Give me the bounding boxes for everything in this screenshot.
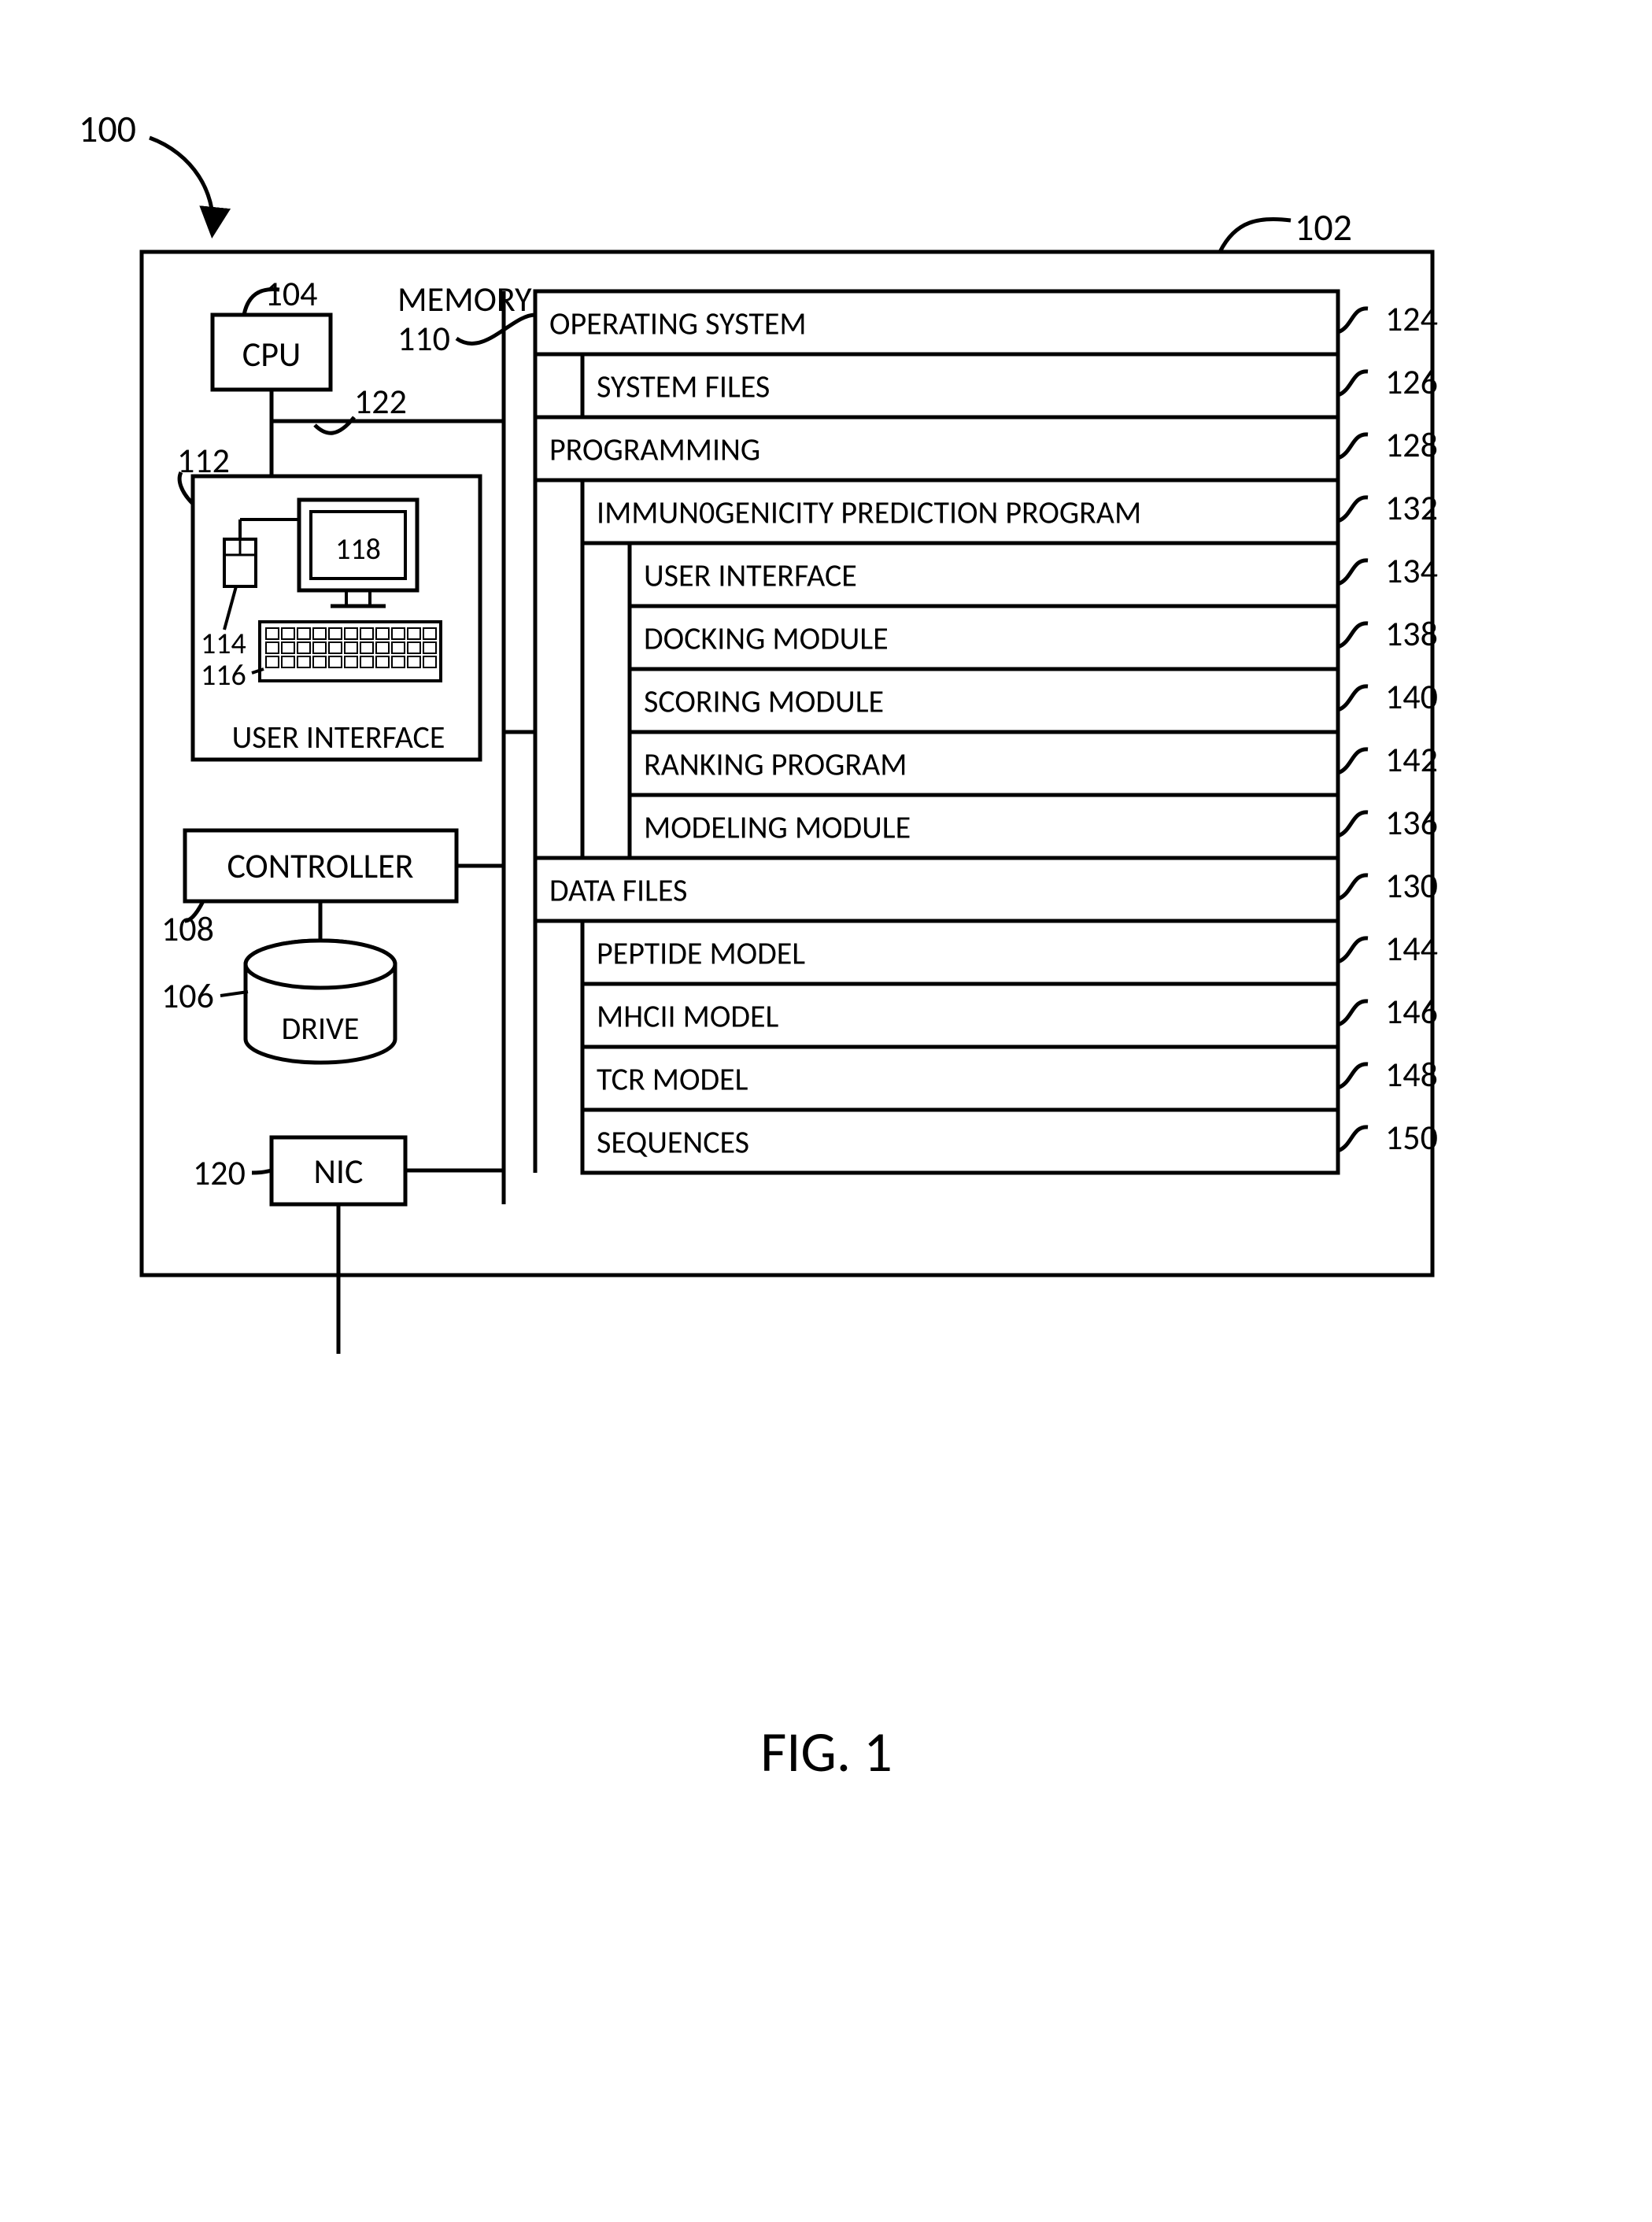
memory-row-leader xyxy=(1338,560,1368,584)
memory-row-leader xyxy=(1338,1064,1368,1088)
memory-row-ref: 130 xyxy=(1385,864,1438,907)
memory-row-label: MODELING MODULE xyxy=(644,808,911,846)
ref-100-arrow xyxy=(150,138,213,232)
memory-row-ref: 132 xyxy=(1385,486,1438,529)
memory-row-label: SCORING MODULE xyxy=(644,682,884,720)
memory-row-label: MHCII MODEL xyxy=(597,996,778,1035)
ref-100: 100 xyxy=(79,105,136,152)
memory-row-ref: 128 xyxy=(1385,423,1438,466)
ui-ref: 112 xyxy=(177,439,230,482)
memory-row-ref: 136 xyxy=(1385,801,1438,844)
memory-row-label: SYSTEM FILES xyxy=(597,367,770,405)
memory-row-ref: 146 xyxy=(1385,990,1438,1033)
controller-label: CONTROLLER xyxy=(227,845,413,887)
memory-row-ref: 148 xyxy=(1385,1053,1438,1096)
memory-row-label: SEQUENCES xyxy=(597,1122,749,1161)
memory-row-label: DOCKING MODULE xyxy=(644,619,889,657)
memory-row-leader xyxy=(1338,497,1368,521)
cpu-label: CPU xyxy=(242,333,301,375)
memory-row-ref: 144 xyxy=(1385,927,1438,970)
nic-label: NIC xyxy=(314,1150,364,1192)
memory-row-leader xyxy=(1338,812,1368,836)
memory-row-leader xyxy=(1338,309,1368,332)
keyboard-icon xyxy=(260,622,441,681)
drive-ref: 106 xyxy=(161,974,214,1017)
controller-ref: 108 xyxy=(161,908,214,950)
memory-row-leader xyxy=(1338,623,1368,647)
memory-row-ref: 138 xyxy=(1385,612,1438,655)
nic-ref: 120 xyxy=(193,1152,246,1194)
ui-box xyxy=(193,476,480,760)
memory-row-leader xyxy=(1338,749,1368,773)
ref-102-leader xyxy=(1220,219,1291,252)
cpu-ref: 104 xyxy=(265,272,318,315)
bus-ref: 122 xyxy=(354,380,407,423)
memory-row-label: PROGRAMMING xyxy=(549,430,760,468)
memory-row-leader xyxy=(1338,1001,1368,1025)
ref-102: 102 xyxy=(1295,204,1352,250)
monitor-ref: 118 xyxy=(335,531,381,568)
keyboard-ref: 116 xyxy=(201,657,246,693)
memory-row-label: RANKING PROGRAM xyxy=(644,745,907,783)
memory-row-ref: 150 xyxy=(1385,1116,1438,1159)
memory-row-ref: 134 xyxy=(1385,549,1438,592)
memory-label: MEMORY xyxy=(397,278,532,320)
memory-row-label: IMMUN0GENICITY PREDICTION PROGRAM xyxy=(597,493,1141,531)
memory-row-label: TCR MODEL xyxy=(597,1059,748,1098)
memory-ref: 110 xyxy=(397,317,450,360)
memory-row-ref: 142 xyxy=(1385,738,1438,781)
memory-row-leader xyxy=(1338,686,1368,710)
figure-title: FIG. 1 xyxy=(760,1717,893,1787)
memory-row-leader xyxy=(1338,372,1368,395)
memory-row-ref: 126 xyxy=(1385,360,1438,403)
ui-label: USER INTERFACE xyxy=(232,718,445,756)
memory-row-label: OPERATING SYSTEM xyxy=(549,304,807,342)
memory-row-leader xyxy=(1338,875,1368,899)
memory-row-leader xyxy=(1338,434,1368,458)
memory-row-label: USER INTERFACE xyxy=(644,556,857,594)
memory-row-ref: 140 xyxy=(1385,675,1438,718)
memory-row-leader xyxy=(1338,938,1368,962)
memory-row-ref: 124 xyxy=(1385,298,1438,340)
memory-row-label: PEPTIDE MODEL xyxy=(597,934,805,972)
memory-row-label: DATA FILES xyxy=(549,871,687,909)
drive-label: DRIVE xyxy=(282,1009,360,1048)
memory-row-leader xyxy=(1338,1127,1368,1151)
